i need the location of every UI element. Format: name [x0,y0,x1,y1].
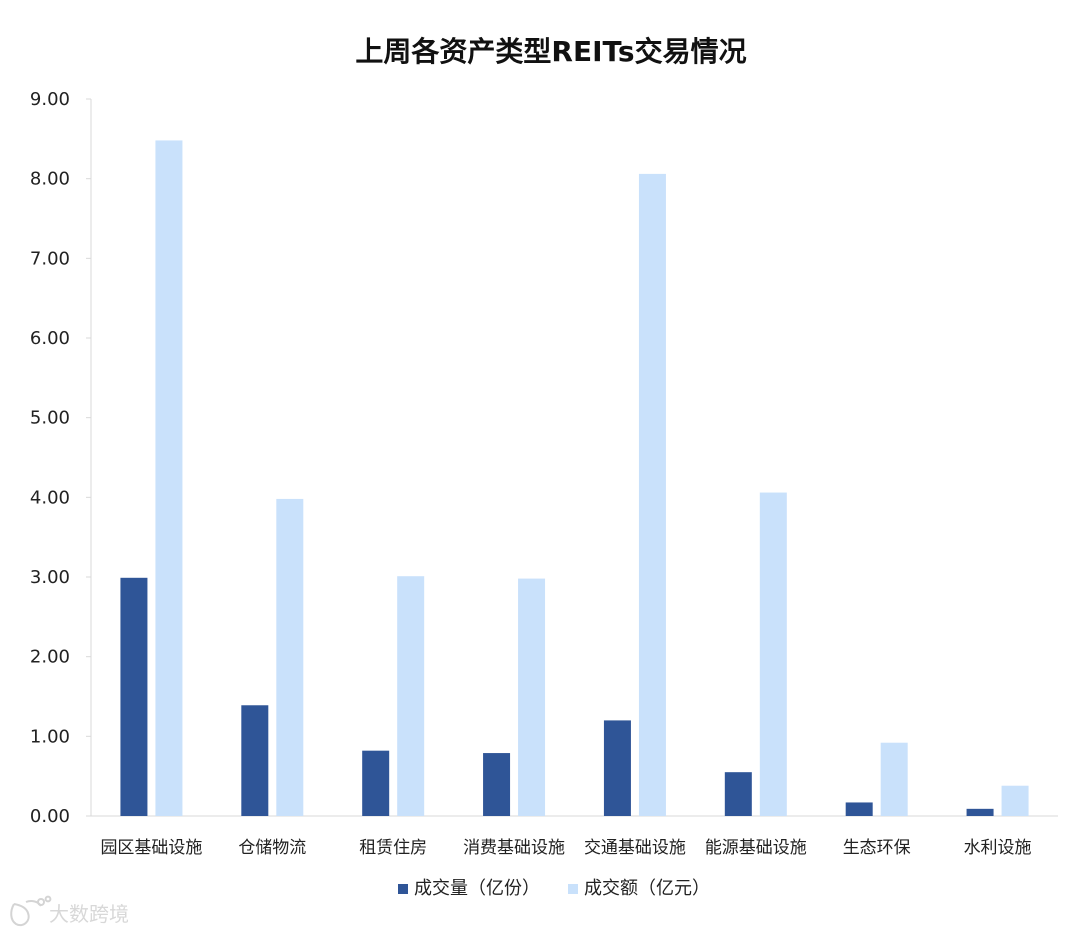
y-tick-label: 5.00 [30,408,70,429]
bar-volume [241,705,269,816]
y-tick-label: 3.00 [30,567,70,588]
y-tick-label: 8.00 [30,169,70,190]
chart-title: 上周各资产类型REITs交易情况 [355,35,746,68]
legend-label-turnover: 成交额（亿元） [584,878,710,899]
y-tick-label: 6.00 [30,328,70,349]
y-tick-label: 2.00 [30,647,70,668]
bar-volume [362,750,390,816]
bar-turnover [397,576,425,816]
x-category-label: 水利设施 [964,838,1032,858]
legend: 成交量（亿份） 成交额（亿元） [398,878,710,899]
y-tick-label: 0.00 [30,806,70,827]
watermark-logo-icon [10,895,52,927]
y-tick-label: 9.00 [30,89,70,110]
legend-swatch-volume [398,884,408,894]
y-tick-label: 7.00 [30,248,70,269]
x-category-label: 能源基础设施 [705,838,807,858]
bar-turnover [1001,785,1029,816]
bar-volume [966,808,994,816]
category-label-layer: 园区基础设施 仓储物流 租赁住房 消费基础设施 交通基础设施 能源基础设施 生态环保 水利设施 [100,838,1031,858]
x-category-label: 仓储物流 [238,838,306,858]
legend-swatch-turnover [568,884,578,894]
bar-turnover [155,140,183,817]
x-category-label: 生态环保 [843,838,911,858]
bar-turnover [518,578,546,816]
bar-volume [483,753,511,816]
bar-layer [120,140,1029,817]
bar-turnover [276,498,304,816]
watermark-text: 大数跨境 [49,902,129,926]
bar-turnover [880,742,908,816]
y-tick-label: 1.00 [30,726,70,747]
bar-volume [845,802,873,816]
x-category-label: 交通基础设施 [584,838,686,858]
bar-volume [603,720,631,816]
legend-label-volume: 成交量（亿份） [414,878,540,899]
bar-volume [120,577,148,816]
bar-turnover [759,492,787,816]
bar-turnover [638,173,666,817]
x-category-label: 消费基础设施 [463,838,565,858]
x-category-label: 租赁住房 [359,838,427,858]
bar-volume [724,772,752,816]
axis-layer: 0.00 1.00 2.00 3.00 4.00 5.00 6.00 7.00 8.00 9.00 [30,89,1058,827]
x-category-label: 园区基础设施 [100,838,202,858]
y-tick-label: 4.00 [30,487,70,508]
watermark: 大数跨境 [10,895,129,927]
